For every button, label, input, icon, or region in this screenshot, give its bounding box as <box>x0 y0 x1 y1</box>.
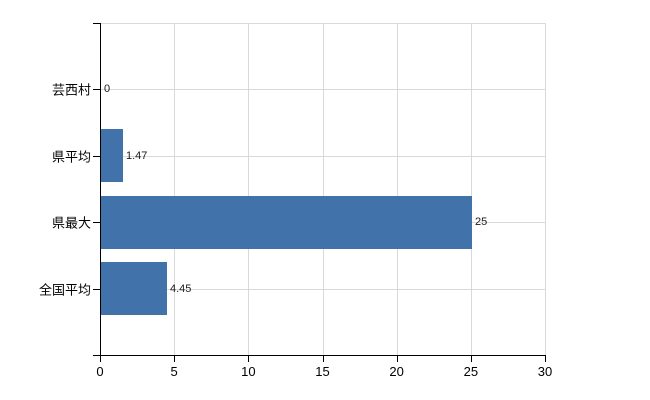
x-axis-tick <box>100 355 101 362</box>
bar <box>101 129 123 182</box>
data-label: 1.47 <box>126 150 148 162</box>
x-tick-label: 20 <box>389 364 404 379</box>
x-axis-tick <box>174 355 176 362</box>
vertical-gridline <box>322 23 324 355</box>
x-tick-label: 30 <box>537 364 553 379</box>
x-tick-label: 25 <box>463 364 479 379</box>
y-axis-line <box>100 23 101 362</box>
horizontal-gridline <box>100 289 545 290</box>
vertical-gridline <box>174 23 176 355</box>
x-axis-tick <box>396 355 398 362</box>
data-label: 25 <box>475 216 488 228</box>
y-axis-tick <box>93 89 100 90</box>
category-label: 県最大 <box>51 215 91 231</box>
vertical-gridline <box>248 23 250 355</box>
x-axis-tick <box>322 355 324 362</box>
x-axis-line <box>93 355 545 356</box>
data-label: 4.45 <box>170 283 192 295</box>
bar <box>101 196 472 249</box>
data-label: 0 <box>104 83 111 95</box>
bar <box>101 262 167 315</box>
x-axis-tick <box>470 355 472 362</box>
category-label: 県平均 <box>51 149 91 165</box>
x-axis-tick <box>545 355 546 362</box>
x-tick-label: 10 <box>241 364 256 379</box>
x-tick-label: 0 <box>96 364 104 379</box>
vertical-gridline <box>545 23 546 355</box>
y-axis-tick <box>93 156 100 157</box>
vertical-gridline <box>470 23 472 355</box>
y-axis-tick <box>93 222 100 223</box>
y-axis-tick <box>93 23 100 24</box>
x-tick-label: 15 <box>315 364 330 379</box>
x-tick-label: 5 <box>170 364 178 379</box>
horizontal-gridline <box>100 89 545 90</box>
x-axis-tick <box>248 355 250 362</box>
vertical-gridline <box>396 23 398 355</box>
y-axis-tick <box>93 289 100 290</box>
horizontal-gridline <box>100 156 545 157</box>
category-label: 芸西村 <box>51 82 91 98</box>
category-label: 全国平均 <box>38 282 91 298</box>
